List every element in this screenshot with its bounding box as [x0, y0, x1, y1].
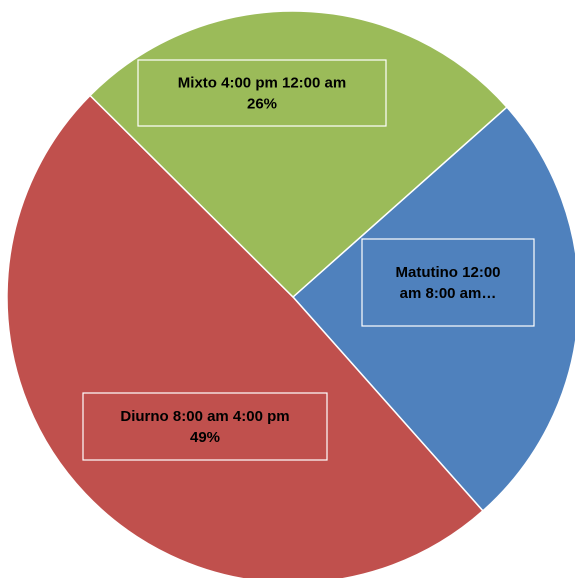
data-label-3: Mixto 4:00 pm 12:00 am 26%	[137, 59, 387, 127]
data-label-2: Diurno 8:00 am 4:00 pm 49%	[82, 392, 328, 461]
data-label-box	[82, 392, 328, 461]
data-label-box	[361, 238, 535, 327]
pie-slice-2	[6, 94, 484, 578]
data-label-line: Matutino 12:00	[395, 264, 500, 281]
data-label-line: 26%	[247, 96, 277, 113]
data-label-line: Diurno 8:00 am 4:00 pm	[120, 408, 289, 425]
data-label-line: 49%	[190, 429, 220, 446]
data-label-1: Matutino 12:00 am 8:00 am…	[361, 238, 535, 327]
data-label-line: Mixto 4:00 pm 12:00 am	[178, 75, 346, 92]
pie-slices	[6, 10, 575, 578]
data-label-line: am 8:00 am…	[400, 285, 497, 302]
pie-slice-3	[88, 10, 508, 299]
pie-slice-1	[291, 106, 575, 512]
data-label-box	[137, 59, 387, 127]
pie-labels: Matutino 12:00 am 8:00 am… Diurno 8:00 am …	[82, 59, 535, 461]
